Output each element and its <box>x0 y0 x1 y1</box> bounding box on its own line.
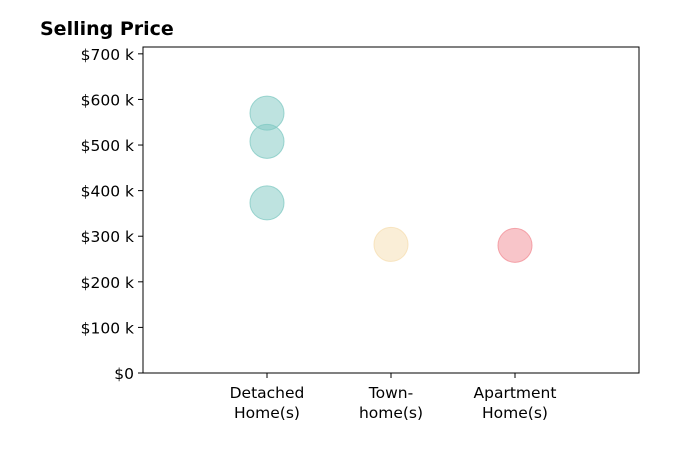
data-point <box>373 226 409 262</box>
y-tick-label: $0 <box>114 365 134 383</box>
x-tick-label-line: home(s) <box>359 404 423 422</box>
x-tick-label-line: Town- <box>368 384 413 402</box>
data-point <box>249 185 285 221</box>
y-tick-label: $200 k <box>81 274 134 292</box>
y-tick-label: $400 k <box>81 183 134 201</box>
data-points <box>249 95 533 263</box>
x-tick-label-line: Home(s) <box>234 404 300 422</box>
x-tick-label: Apartment Home(s) <box>474 384 557 422</box>
x-axis: Detached Home(s) Town-home(s) Apartment Home… <box>230 373 557 422</box>
y-axis: $0 $100 k $200 k $300 k $400 k $500 k $600 k $7… <box>81 46 143 383</box>
data-point <box>249 123 285 159</box>
y-tick-label: $100 k <box>81 319 134 337</box>
x-tick-label: Detached Home(s) <box>230 384 305 422</box>
y-tick-label: $300 k <box>81 228 134 246</box>
x-tick-label-line: Apartment <box>474 384 557 402</box>
plot-area-frame <box>142 46 640 374</box>
x-tick-label-line: Detached <box>230 384 305 402</box>
y-tick-label: $500 k <box>81 137 134 155</box>
x-tick-label-line: Home(s) <box>482 404 548 422</box>
data-point <box>497 227 533 263</box>
chart-title: Selling Price <box>40 18 174 40</box>
y-tick-label: $700 k <box>81 46 134 64</box>
y-tick-label: $600 k <box>81 91 134 109</box>
x-tick-label: Town-home(s) <box>359 384 423 422</box>
